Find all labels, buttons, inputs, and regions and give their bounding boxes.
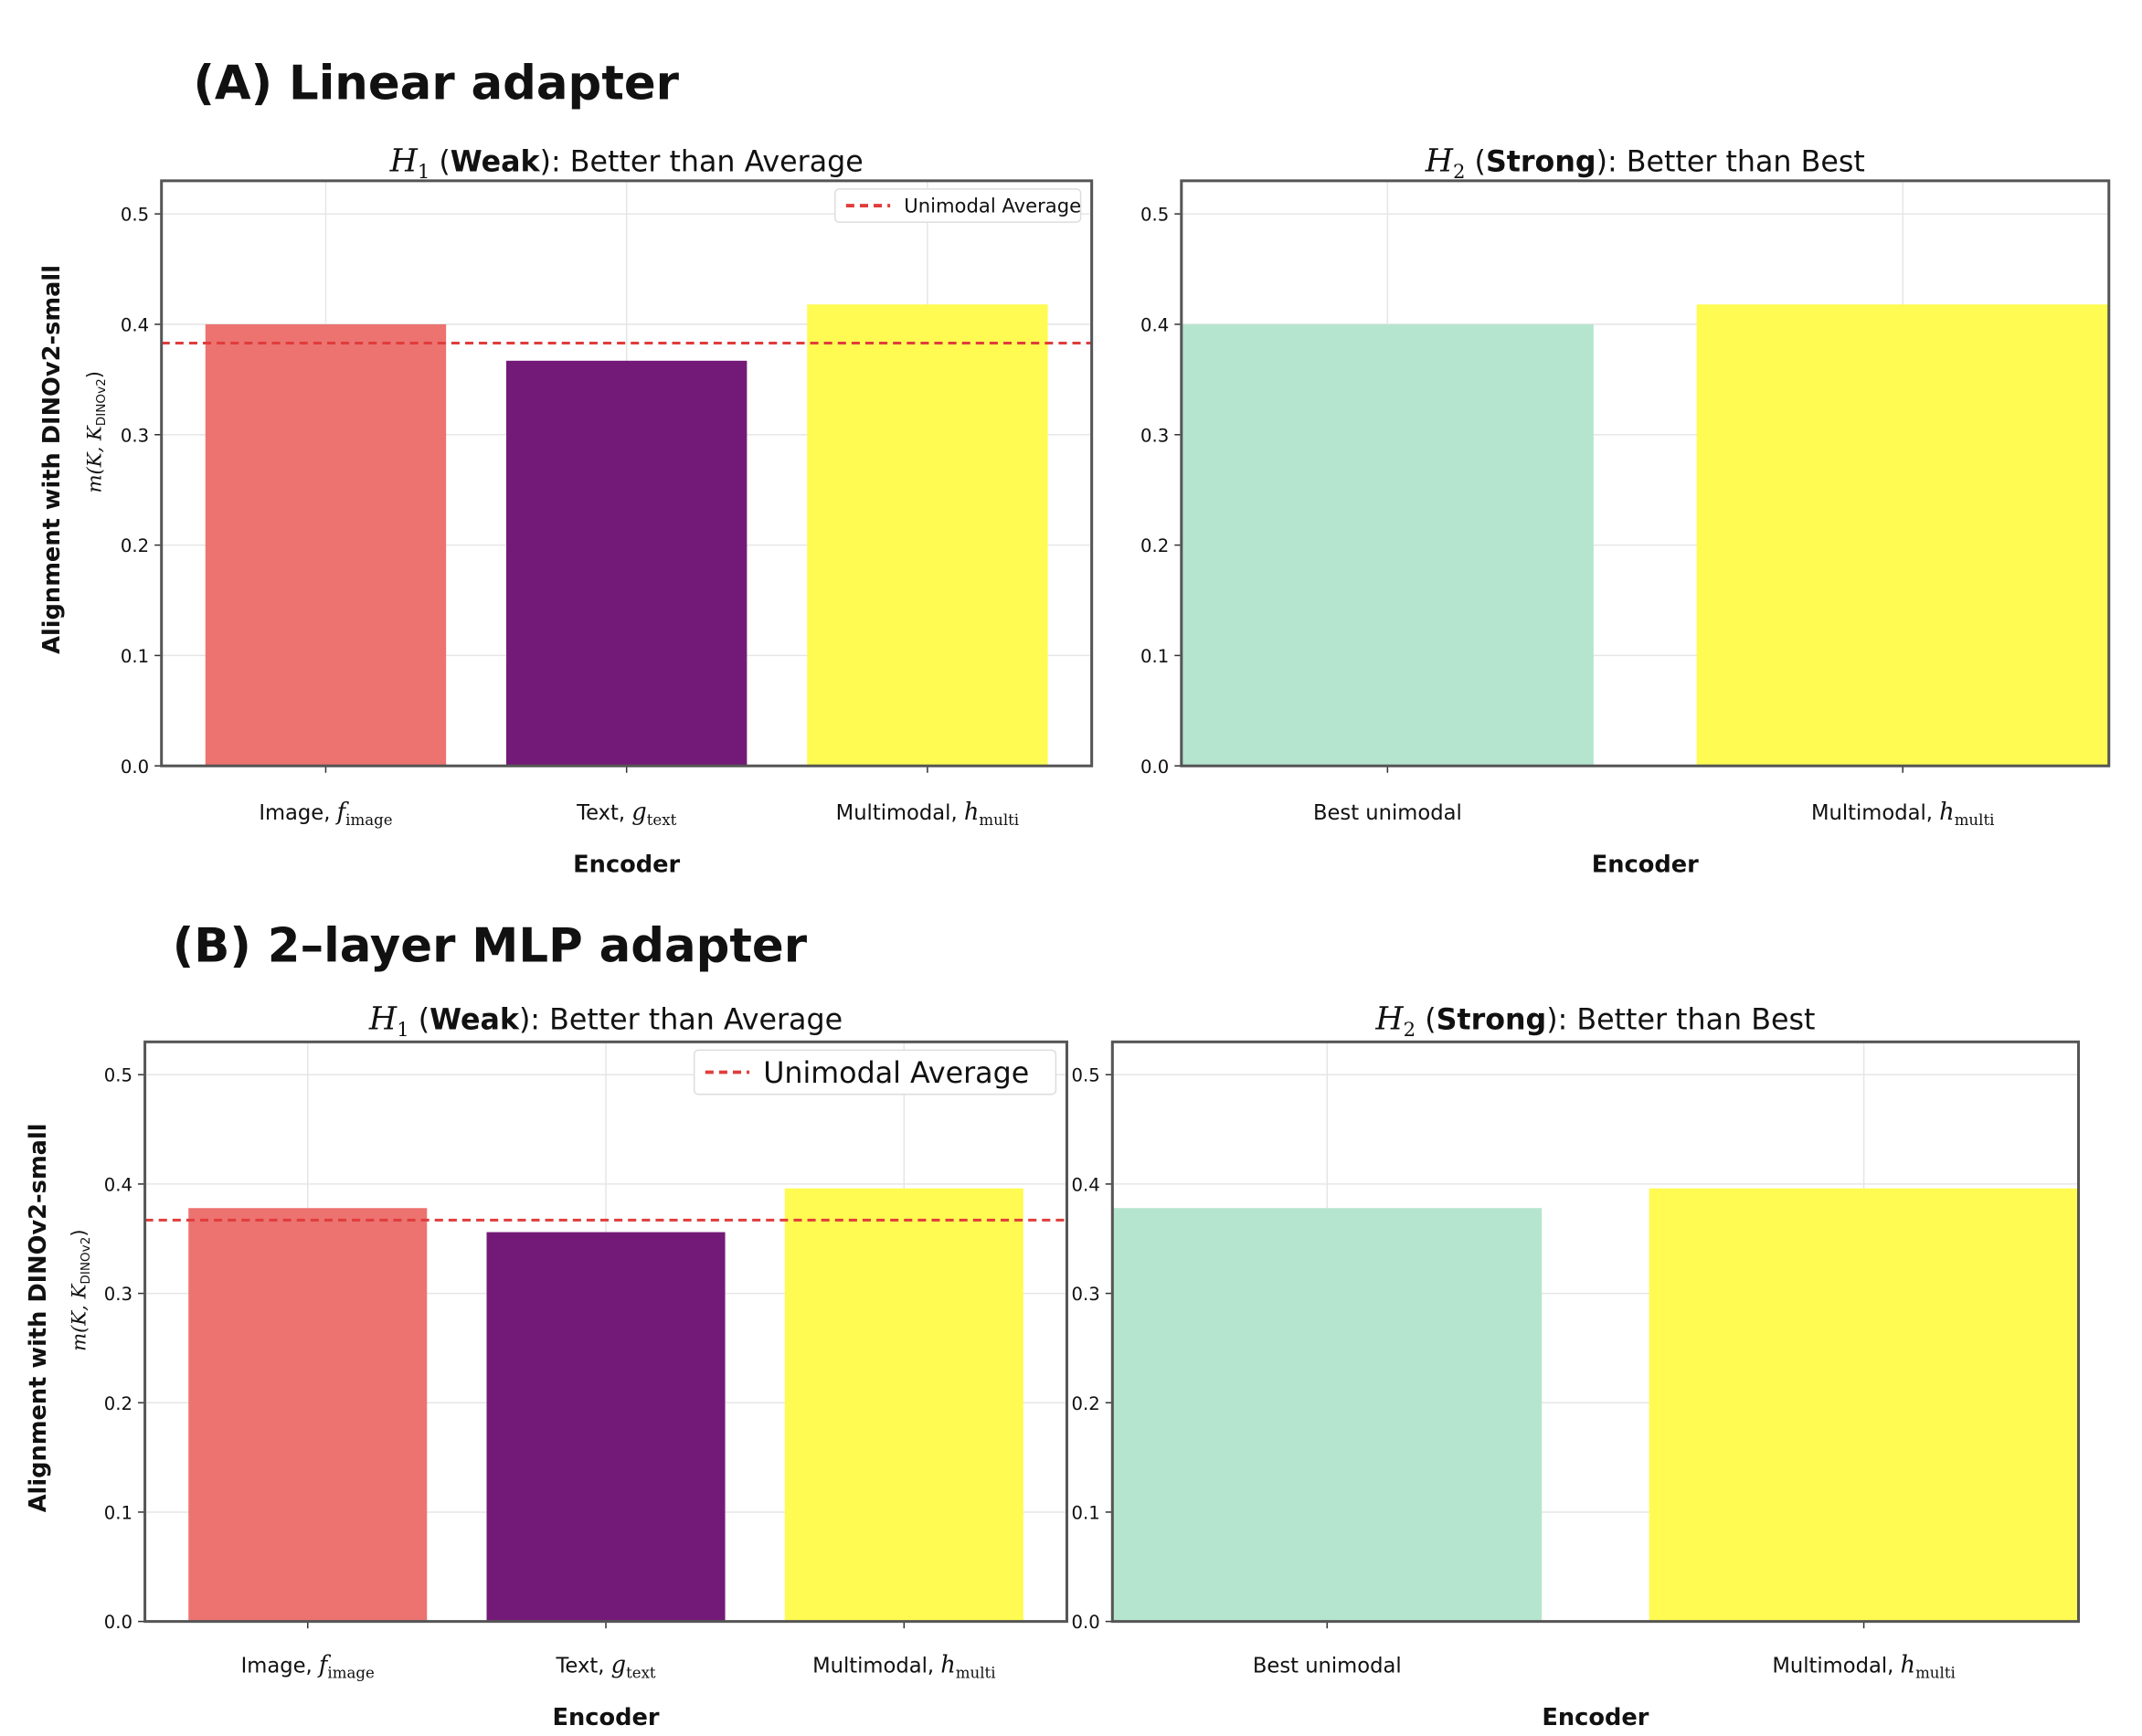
axes-frame xyxy=(1180,179,2111,767)
subplot-title: H1 (Weak): Better than Average xyxy=(368,1001,843,1042)
y-tick-label: 0.2 xyxy=(121,535,149,556)
y-axis-sublabel: m(K, KDINOv2) xyxy=(82,371,109,493)
subplot-title: H2 (Strong): Better than Best xyxy=(1425,143,1865,183)
y-tick-label: 0.2 xyxy=(104,1393,133,1414)
axes-frame xyxy=(143,1040,1068,1624)
axes-frame xyxy=(1110,1040,2081,1624)
y-axis-sublabel: m(K, KDINOv2) xyxy=(68,1229,94,1351)
subplot-title: H2 (Strong): Better than Best xyxy=(1374,1001,1815,1042)
y-tick-label: 0.0 xyxy=(121,757,149,778)
y-tick-label: 0.4 xyxy=(104,1174,133,1195)
section-title: (A) Linear adapter xyxy=(193,57,679,111)
y-tick-label: 0.4 xyxy=(1071,1174,1099,1195)
y-tick-label: 0.5 xyxy=(1140,205,1169,226)
axes-frame xyxy=(160,179,1094,767)
x-tick-label: Text, gtext xyxy=(555,1652,655,1682)
y-tick-label: 0.1 xyxy=(1071,1502,1099,1523)
x-tick-label: Image, fimage xyxy=(241,1652,375,1682)
x-tick-label: Text, gtext xyxy=(576,799,676,829)
y-tick-label: 0.3 xyxy=(1140,425,1169,446)
legend: Unimodal Average xyxy=(833,188,1082,223)
bar-best xyxy=(1181,323,1594,767)
y-tick-label: 0.2 xyxy=(1071,1393,1099,1414)
bar-multi xyxy=(1649,1188,2079,1622)
y-tick-label: 0.4 xyxy=(1140,314,1169,335)
subplot: 0.0 0.1 0.2 0.3 0.4 0.5 Best unimodal Multimoda… xyxy=(1071,1001,2081,1731)
bar-image xyxy=(188,1208,428,1622)
subplot: 0.0 0.1 0.2 0.3 0.4 0.5 Image, fimage Text, gte… xyxy=(38,143,1094,879)
subplot-title: H1 (Weak): Better than Average xyxy=(389,143,864,183)
legend-box xyxy=(833,188,1082,223)
subplot: 0.0 0.1 0.2 0.3 0.4 0.5 Image, fimage Text, gte… xyxy=(25,1001,1068,1731)
x-tick-label: Multimodal, hmulti xyxy=(836,799,1019,829)
y-tick-label: 0.3 xyxy=(1071,1284,1099,1305)
x-tick-label: Image, fimage xyxy=(259,799,392,829)
legend-box xyxy=(693,1049,1057,1096)
y-tick-label: 0.1 xyxy=(1140,646,1169,667)
x-tick-label: Multimodal, hmulti xyxy=(1772,1652,1955,1682)
bar-text xyxy=(505,360,748,767)
bar-image xyxy=(205,323,447,767)
x-tick-label: Best unimodal xyxy=(1313,801,1462,825)
bar-multi xyxy=(1696,304,2109,767)
legend: Unimodal Average xyxy=(693,1049,1057,1096)
x-axis-label: Encoder xyxy=(553,1704,660,1731)
x-axis-label: Encoder xyxy=(1592,852,1699,879)
y-axis-label: Alignment with DINOv2-small xyxy=(38,265,66,654)
bar-best xyxy=(1112,1208,1543,1622)
bar-text xyxy=(486,1232,726,1622)
legend-label: Unimodal Average xyxy=(763,1057,1029,1090)
x-axis-label: Encoder xyxy=(1542,1704,1649,1731)
legend-label: Unimodal Average xyxy=(904,195,1081,217)
section-title: (B) 2–layer MLP adapter xyxy=(173,919,808,974)
subplot: 0.0 0.1 0.2 0.3 0.4 0.5 Best unimodal Multimoda… xyxy=(1140,143,2111,879)
x-tick-label: Multimodal, hmulti xyxy=(812,1652,995,1682)
y-tick-label: 0.3 xyxy=(121,425,149,446)
y-axis-label: Alignment with DINOv2-small xyxy=(25,1123,52,1512)
x-tick-label: Multimodal, hmulti xyxy=(1811,799,1994,829)
y-tick-label: 0.3 xyxy=(104,1284,133,1305)
x-axis-label: Encoder xyxy=(573,852,680,879)
y-tick-label: 0.5 xyxy=(104,1065,133,1086)
y-tick-label: 0.1 xyxy=(104,1502,133,1523)
bar-multi xyxy=(807,304,1048,767)
bar-multi xyxy=(784,1188,1023,1622)
y-tick-label: 0.5 xyxy=(1071,1065,1099,1086)
y-tick-label: 0.0 xyxy=(1071,1612,1099,1633)
y-tick-label: 0.4 xyxy=(121,314,149,335)
y-tick-label: 0.0 xyxy=(104,1612,133,1633)
y-tick-label: 0.5 xyxy=(121,205,149,226)
y-tick-label: 0.1 xyxy=(121,646,149,667)
y-tick-label: 0.0 xyxy=(1140,757,1169,778)
y-tick-label: 0.2 xyxy=(1140,535,1169,556)
x-tick-label: Best unimodal xyxy=(1253,1655,1402,1678)
